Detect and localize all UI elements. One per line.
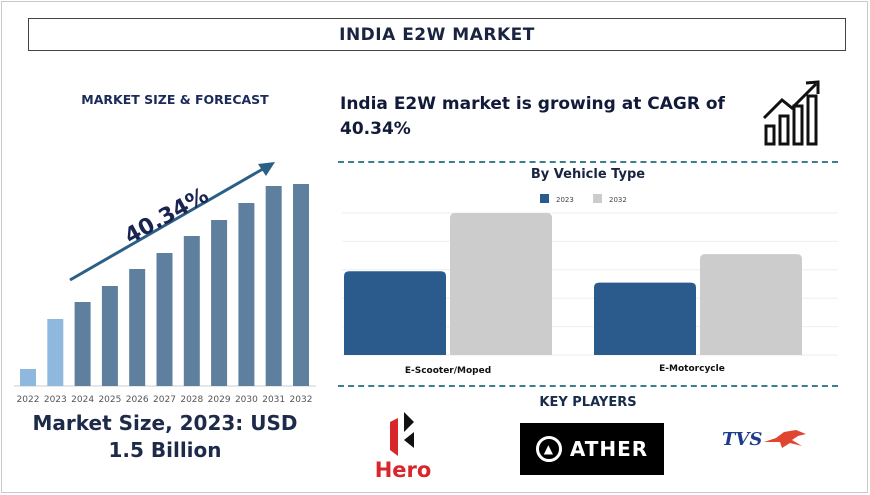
legend-label: 2023 <box>556 196 574 204</box>
hero-logo-text: Hero <box>374 458 432 482</box>
cagr-text: India E2W market is growing at CAGR of 4… <box>340 94 725 139</box>
legend-swatch-2032 <box>593 194 602 203</box>
bar-2032-1 <box>700 254 802 355</box>
hero-logo: Hero <box>368 410 438 485</box>
bar-2032-0 <box>450 213 552 355</box>
hero-mark-icon <box>390 412 414 456</box>
ather-mark-icon: ▲ <box>535 436 562 462</box>
bar-2028 <box>183 236 200 386</box>
page-title: INDIA E2W MARKET <box>28 18 846 51</box>
bar-2031 <box>265 186 282 386</box>
market-forecast-chart: 2022 2023 2024 2025 2026 2027 2028 2029 2030 2031… <box>14 162 316 405</box>
x-tick-label: 2031 <box>262 395 285 405</box>
divider-top <box>338 161 838 163</box>
bar-2030 <box>238 203 255 386</box>
x-tick-label: 2032 <box>290 395 313 405</box>
x-tick-label: 2029 <box>208 395 231 405</box>
market-size-heading: MARKET SIZE & FORECAST <box>81 92 269 107</box>
arrow-head-icon <box>258 162 275 176</box>
vehicle-type-title: By Vehicle Type <box>530 167 646 182</box>
ather-logo: ▲ ATHER <box>520 423 664 475</box>
growth-chart-icon <box>762 80 820 146</box>
tvs-logo-text: TVS <box>722 428 763 450</box>
category-label: E-Scooter/Moped <box>405 366 491 376</box>
divider-bottom <box>338 385 838 387</box>
bar-2023 <box>47 319 64 386</box>
market-size-text: Market Size, 2023: USD 1.5 Billion <box>10 410 320 464</box>
ather-logo-text: ATHER <box>569 437 649 461</box>
bar-2027 <box>156 253 173 386</box>
bar-2024 <box>74 302 91 386</box>
bar-2032 <box>293 184 309 386</box>
tvs-logo: TVS <box>722 428 808 450</box>
x-tick-label: 2024 <box>71 395 94 405</box>
x-tick-label: 2026 <box>126 395 149 405</box>
market-size-line2: 1.5 Billion <box>108 438 222 462</box>
vehicle-type-chart: 2023 2032 E-Scooter/Moped E-Motorcycle <box>342 194 838 376</box>
bar-2026 <box>129 269 146 386</box>
x-tick-label: 2022 <box>17 395 40 405</box>
growth-arrow <box>69 164 269 282</box>
x-tick-label: 2028 <box>180 395 203 405</box>
x-tick-label: 2027 <box>153 395 176 405</box>
legend-swatch-2023 <box>540 194 549 203</box>
legend-label: 2032 <box>609 196 627 204</box>
bar-2029 <box>211 220 228 386</box>
bar-2022 <box>20 369 36 386</box>
x-tick-label: 2025 <box>98 395 121 405</box>
key-players-heading: KEY PLAYERS <box>539 395 637 410</box>
bar-2023-0 <box>344 271 446 355</box>
bar-2023-1 <box>594 282 696 355</box>
category-label: E-Motorcycle <box>659 364 725 374</box>
bar-2025 <box>101 286 118 386</box>
x-tick-label: 2023 <box>44 395 67 405</box>
x-tick-label: 2030 <box>235 395 258 405</box>
tvs-horse-icon <box>764 430 807 448</box>
market-size-line1: Market Size, 2023: USD <box>32 411 298 435</box>
